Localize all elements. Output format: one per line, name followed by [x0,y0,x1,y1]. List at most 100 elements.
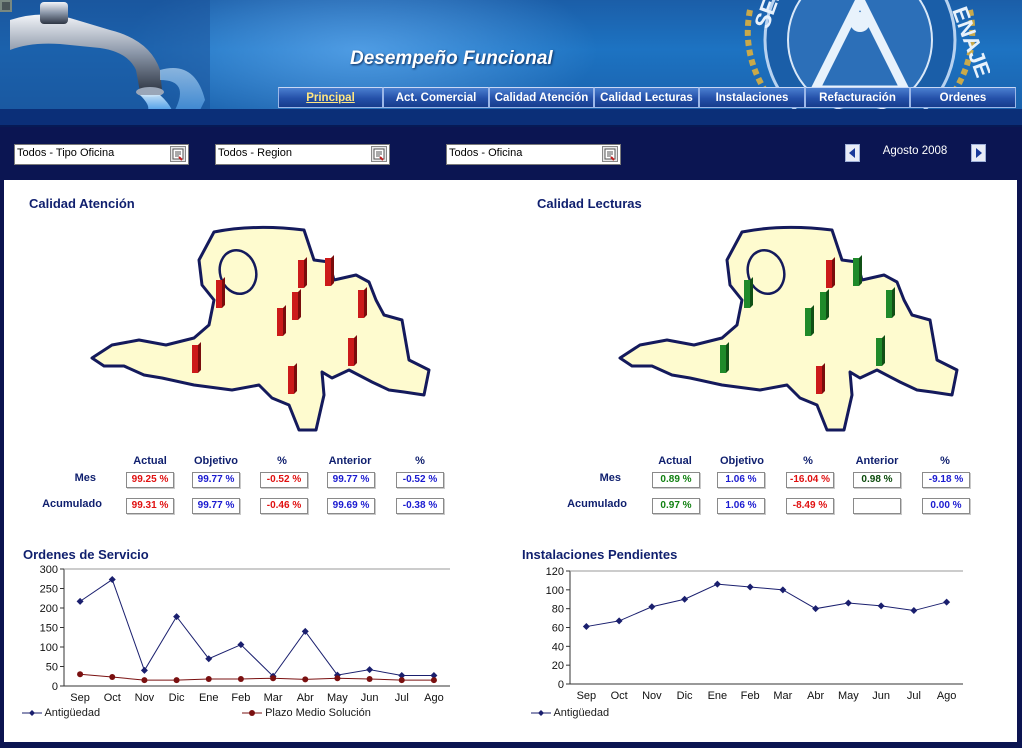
map-indicator-bar[interactable] [876,338,882,366]
legend-marker-icon [531,710,551,717]
map-indicator-bar[interactable] [720,345,726,373]
tab-instalaciones[interactable]: Instalaciones [699,87,805,108]
tab-calidad-atencion[interactable]: Calidad Atención [489,87,594,108]
kpi-value-box: -16.04 % [786,472,834,488]
kpi-value-box: 1.06 % [717,472,765,488]
chevron-left-icon [849,148,855,158]
x-tick-label: Ago [424,692,444,704]
data-point [398,677,405,684]
main-nav: Principal Act. Comercial Calidad Atenció… [278,87,1016,109]
filter-icon[interactable] [371,146,387,162]
data-point [302,676,309,683]
data-point [877,602,885,610]
map-indicator-bar[interactable] [826,260,832,288]
map-indicator-bar-side [859,255,862,286]
map-indicator-bar-side [882,335,885,366]
data-point [910,607,918,615]
kpi-header-actual: Actual [133,455,167,467]
next-month-button[interactable] [971,144,986,162]
x-tick-label: Nov [642,690,662,702]
map-indicator-bar[interactable] [216,280,222,308]
tab-principal[interactable]: Principal [278,87,383,108]
legend-label-antiguedad: Antigüedad [553,707,610,719]
kpi-value-box: 0.00 % [922,498,970,514]
data-point [844,599,852,607]
x-tick-label: Oct [104,692,121,704]
map-indicator-bar-side [822,363,825,394]
kpi-row-label-acumulado: Acumulado [42,498,102,510]
x-tick-label: Jul [907,690,921,702]
tab-ordenes[interactable]: Ordenes [910,87,1016,108]
y-tick-label: 20 [552,660,564,672]
data-point [615,617,623,625]
kpi-value-box: 99.77 % [192,498,240,514]
map-indicator-bar[interactable] [816,366,822,394]
kpi-value-box: -0.52 % [260,472,308,488]
data-point [205,655,213,663]
oficina-select[interactable]: Todos - Oficina [446,144,621,165]
map-indicator-bar[interactable] [348,338,354,366]
map-indicator-bar-side [832,257,835,288]
x-tick-label: May [838,690,859,702]
data-point [173,613,181,621]
dashboard-panel: Calidad Atención Actual Objetivo % Anter… [4,180,1017,742]
map-atencion[interactable] [84,220,444,440]
nav-underbar-shadow [0,125,1022,127]
data-point [812,605,820,613]
map-indicator-bar[interactable] [744,280,750,308]
data-point [334,675,341,682]
map-indicator-bar[interactable] [820,292,826,320]
page-title: Desempeño Funcional [350,48,553,69]
map-indicator-bar-side [198,342,201,373]
map-lecturas[interactable] [612,220,972,440]
map-indicator-bar[interactable] [886,290,892,318]
map-indicator-bar[interactable] [325,258,331,286]
instalaciones-chart: 0 20 40 60 80 100 120 Sep Oct Nov Dic Ene Feb Mar Abr M… [546,566,963,702]
indicator-bars-atencion [192,255,367,394]
tab-refacturacion[interactable]: Refacturación [805,87,910,108]
data-point [173,677,180,684]
data-point [108,576,116,584]
map-indicator-bar[interactable] [288,366,294,394]
kpi-value-box: 0.89 % [652,472,700,488]
x-tick-label: Abr [297,692,314,704]
data-point [648,603,656,611]
map-indicator-bar-side [331,255,334,286]
kpi-header-actual: Actual [658,455,692,467]
bottom-strip [0,742,1022,748]
map-indicator-bar-side [283,305,286,336]
x-tick-label: Ene [199,692,219,704]
x-tick-label: Sep [70,692,90,704]
x-tick-label: Jun [361,692,379,704]
filter-icon[interactable] [602,146,618,162]
data-point [237,675,244,682]
data-point [76,597,84,605]
legend-label-plazo: Plazo Medio Solución [265,707,371,719]
map-indicator-bar[interactable] [298,260,304,288]
map-indicator-bar[interactable] [358,290,364,318]
map-indicator-bar[interactable] [853,258,859,286]
instalaciones-chart-title: Instalaciones Pendientes [522,547,678,562]
kpi-value-box: 0.97 % [652,498,700,514]
data-point [301,627,309,635]
x-tick-label: Feb [231,692,250,704]
map-indicator-bar-side [892,287,895,318]
map-indicator-bar[interactable] [805,308,811,336]
tipo-oficina-select[interactable]: Todos - Tipo Oficina [14,144,189,165]
y-tick-label: 0 [558,679,564,691]
calidad-lecturas-title: Calidad Lecturas [537,196,642,211]
filter-icon[interactable] [170,146,186,162]
instalaciones-legend: Antigüedad [531,707,609,719]
map-indicator-bar[interactable] [192,345,198,373]
x-tick-label: Ene [708,690,728,702]
tab-act-comercial[interactable]: Act. Comercial [383,87,489,108]
ordenes-legend-2: Plazo Medio Solución [242,707,371,719]
ordenes-chart: 0 50 100 150 200 250 300 Sep Oct Nov Dic Ene Feb Mar A… [40,565,450,704]
tab-calidad-lecturas[interactable]: Calidad Lecturas [594,87,699,108]
map-indicator-bar[interactable] [277,308,283,336]
kpi-value-box: -0.46 % [260,498,308,514]
prev-month-button[interactable] [845,144,860,162]
region-select[interactable]: Todos - Region [215,144,390,165]
kpi-value-box: 99.69 % [327,498,375,514]
map-indicator-bar[interactable] [292,292,298,320]
